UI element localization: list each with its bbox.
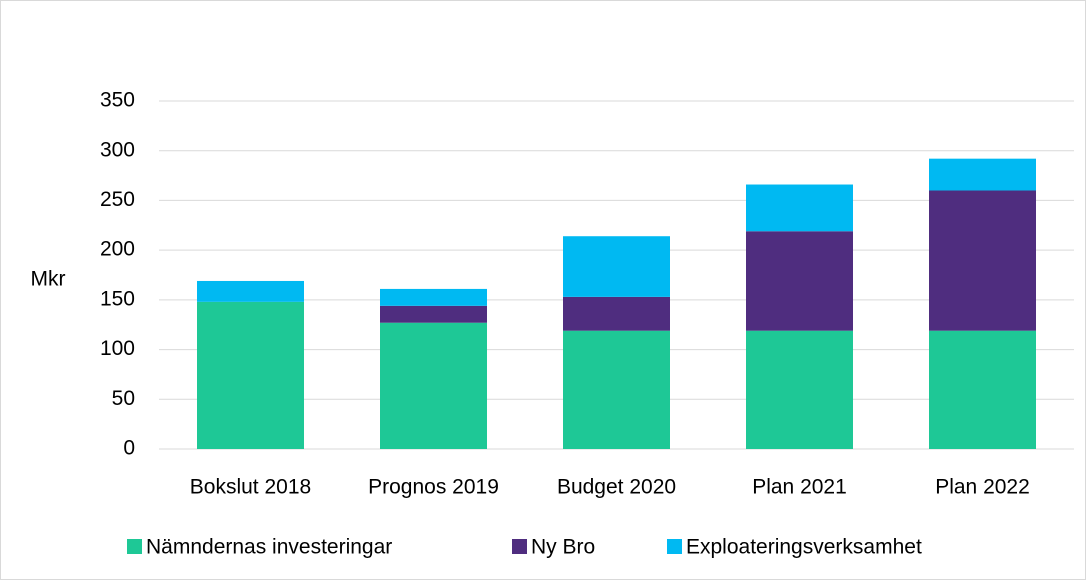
bar-segment — [746, 231, 853, 331]
bar-segment — [197, 301, 304, 449]
legend-swatch — [127, 539, 142, 554]
legend-label: Nämndernas investeringar — [146, 536, 392, 559]
bar-segment — [563, 330, 670, 449]
x-tick-label: Prognos 2019 — [368, 476, 499, 499]
bar-segment — [746, 184, 853, 232]
x-tick-label: Plan 2021 — [752, 476, 847, 499]
y-tick-label: 0 — [123, 437, 135, 460]
y-tick-label: 300 — [100, 138, 135, 161]
legend-label: Ny Bro — [531, 536, 595, 559]
y-axis-label: Mkr — [31, 268, 66, 291]
x-tick-label: Bokslut 2018 — [190, 476, 311, 499]
bar-segment — [563, 236, 670, 297]
bar-segment — [929, 158, 1036, 191]
y-tick-label: 200 — [100, 238, 135, 261]
legend-label: Exploateringsverksamhet — [686, 536, 922, 559]
bar-segment — [380, 288, 487, 306]
x-tick-label: Plan 2022 — [935, 476, 1030, 499]
bar-segment — [197, 280, 304, 302]
bar-segment — [563, 296, 670, 331]
legend-swatch — [512, 539, 527, 554]
bar-segment — [746, 330, 853, 449]
bar-segment — [929, 330, 1036, 449]
y-tick-label: 250 — [100, 188, 135, 211]
bar-segment — [380, 322, 487, 449]
bar-segment — [929, 190, 1036, 331]
y-tick-label: 150 — [100, 287, 135, 310]
y-tick-label: 50 — [112, 387, 135, 410]
y-tick-label: 350 — [100, 89, 135, 112]
legend-swatch — [667, 539, 682, 554]
y-tick-label: 100 — [100, 337, 135, 360]
x-tick-label: Budget 2020 — [557, 476, 676, 499]
bar-segment — [380, 305, 487, 323]
